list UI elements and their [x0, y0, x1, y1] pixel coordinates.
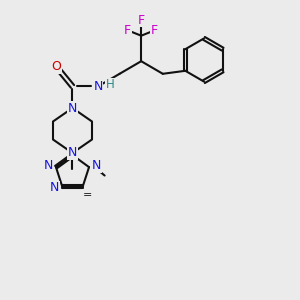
- Text: N: N: [68, 101, 77, 115]
- Text: N: N: [93, 80, 103, 93]
- Text: F: F: [124, 24, 131, 37]
- Text: F: F: [138, 14, 145, 27]
- Text: N: N: [68, 146, 77, 160]
- Text: O: O: [51, 60, 61, 74]
- Text: F: F: [151, 24, 158, 37]
- Text: H: H: [106, 78, 114, 92]
- Text: N: N: [44, 159, 53, 172]
- Text: N: N: [50, 181, 59, 194]
- Text: N: N: [68, 101, 77, 115]
- Text: =: =: [82, 190, 92, 200]
- Text: N: N: [92, 159, 101, 172]
